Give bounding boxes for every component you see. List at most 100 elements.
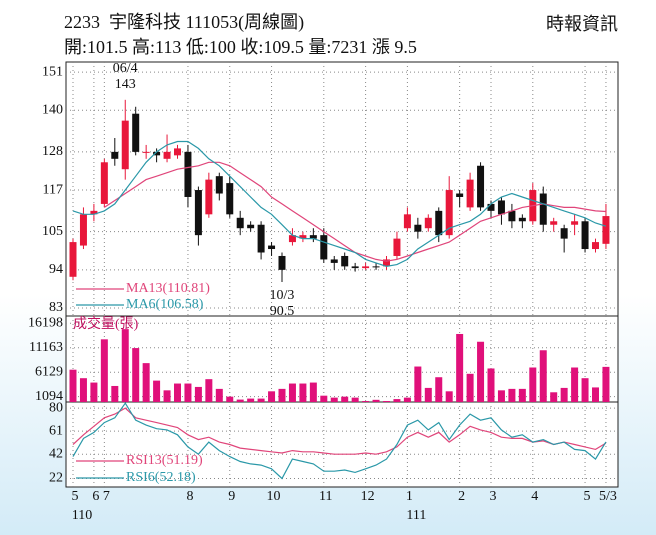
annotation-date: 10/3 <box>270 288 295 303</box>
volume-bar <box>236 399 244 402</box>
x-tick-label: 1 <box>406 489 413 504</box>
y-tick-label: 83 <box>49 300 63 315</box>
volume-bar <box>121 329 129 402</box>
candle-body <box>236 217 244 229</box>
candle-body <box>372 266 380 268</box>
annotation-value: 90.5 <box>270 304 295 319</box>
x-tick-label: 2 <box>458 489 465 504</box>
volume-bar <box>435 377 443 402</box>
x-tick-label: 10 <box>267 489 281 504</box>
y-tick-label: 1094 <box>35 389 63 404</box>
x-tick-label: 8 <box>186 489 193 504</box>
volume-bar <box>69 369 77 402</box>
panel-title: 成交量(張) <box>73 315 139 332</box>
candle-body <box>288 235 296 243</box>
volume-bar <box>414 366 422 402</box>
candle-body <box>456 193 464 197</box>
volume-bar <box>174 383 181 402</box>
annotation-date: 06/4 <box>113 61 138 76</box>
y-tick-label: 16198 <box>28 316 63 331</box>
candle-body <box>497 200 505 215</box>
candle-body <box>560 228 568 239</box>
volume-bar <box>581 378 589 402</box>
candle-body <box>100 162 108 204</box>
candle-body <box>215 176 223 194</box>
candle-body <box>414 224 422 232</box>
candle-body <box>247 224 255 229</box>
plot-frame <box>65 61 619 488</box>
volume-bar <box>518 388 526 402</box>
candle-body <box>184 151 192 197</box>
x-tick-label: 9 <box>228 489 235 504</box>
x-tick-label: 5/3 <box>599 489 617 504</box>
volume-bar <box>445 391 453 402</box>
volume-bar <box>299 383 307 402</box>
y-tick-label: 117 <box>43 182 63 197</box>
volume-bar <box>184 383 192 402</box>
volume-bar <box>372 399 380 402</box>
volume-bar <box>288 383 296 402</box>
candle-body <box>518 217 526 222</box>
x-tick-label: 7 <box>103 489 110 504</box>
volume-bar <box>497 390 505 402</box>
x-tick-label: 5 <box>72 489 79 504</box>
candle-body <box>111 151 119 159</box>
volume-bar <box>351 397 359 402</box>
chart-title: 2233 宇隆科技 111053(周線圖) <box>64 12 304 33</box>
series-line <box>72 140 607 268</box>
volume-bar <box>278 388 286 402</box>
series-line <box>72 407 607 455</box>
candle-body <box>142 151 150 153</box>
volume-bar <box>132 348 140 402</box>
candle-body <box>602 216 610 244</box>
x-year-label: 110 <box>72 508 92 523</box>
volume-bar <box>341 396 349 402</box>
y-tick-label: 128 <box>42 144 63 159</box>
legend-label: RSI13(51.19) <box>126 453 203 468</box>
candle-body <box>341 255 349 267</box>
source: 時報資訊 <box>546 14 618 34</box>
volume-bar <box>362 401 370 402</box>
candle-body <box>362 266 370 269</box>
candle-body <box>403 214 411 229</box>
candle-body <box>132 113 140 152</box>
candle-body <box>539 193 547 225</box>
volume-bar <box>539 350 547 402</box>
y-tick-label: 94 <box>49 262 63 277</box>
volume-bar <box>79 378 87 402</box>
candle-body <box>278 255 286 270</box>
candle-body <box>445 190 453 236</box>
candle-body <box>299 235 307 239</box>
legend-label: MA13(110.81) <box>126 281 210 296</box>
candle-body <box>592 242 599 250</box>
volume-bar <box>247 398 255 402</box>
volume-bar <box>466 373 474 402</box>
candle-body <box>320 235 328 260</box>
volume-bar <box>215 388 223 402</box>
candle-body <box>393 238 401 256</box>
volume-bar <box>205 379 213 402</box>
x-year-label: 111 <box>406 508 426 523</box>
x-tick-label: 5 <box>584 489 591 504</box>
volume-bar <box>194 386 202 402</box>
volume-bar <box>257 398 265 402</box>
candle-body <box>309 235 317 239</box>
volume-bar <box>477 341 485 402</box>
volume-bar <box>100 339 108 402</box>
candle-body <box>153 151 161 156</box>
volume-bar <box>226 396 234 402</box>
volume-bar <box>142 363 150 402</box>
candle-body <box>550 221 558 225</box>
y-tick-label: 61 <box>49 423 63 438</box>
volume-bar <box>560 387 568 402</box>
y-tick-label: 42 <box>49 446 63 461</box>
x-tick-label: 4 <box>531 489 538 504</box>
legend-label: MA6(106.58) <box>126 297 204 312</box>
volume-bar <box>403 397 411 402</box>
volume-bar <box>592 387 599 402</box>
x-tick-label: 6 <box>92 489 99 504</box>
y-tick-label: 105 <box>42 224 63 239</box>
candle-body <box>508 210 516 222</box>
volume-bar <box>163 390 171 402</box>
volume-bar <box>90 382 98 402</box>
